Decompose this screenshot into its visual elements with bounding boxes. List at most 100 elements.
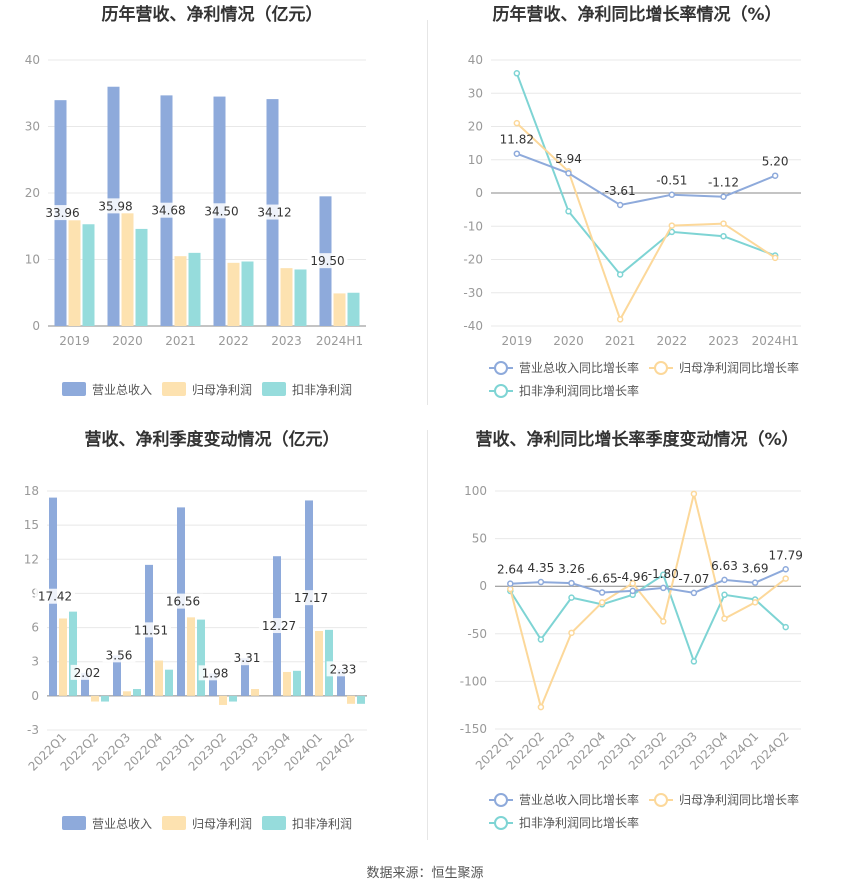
legend-label: 营业总收入同比增长率 xyxy=(519,360,639,375)
data-point xyxy=(616,201,624,209)
bar xyxy=(101,695,109,702)
data-point xyxy=(690,658,698,665)
y-tick-label: 0 xyxy=(475,186,483,200)
data-label: 2.02 xyxy=(74,666,101,680)
data-point xyxy=(629,580,636,587)
data-point xyxy=(660,584,667,592)
legend-label: 扣非净利润 xyxy=(292,817,352,831)
bar xyxy=(81,672,89,696)
bar xyxy=(133,689,141,696)
legend-swatch xyxy=(62,816,86,830)
data-label: -1.12 xyxy=(708,176,739,190)
data-point xyxy=(598,589,606,596)
y-tick-label: -50 xyxy=(467,627,487,641)
data-point xyxy=(721,576,728,584)
data-point xyxy=(771,254,779,262)
legend-swatch xyxy=(62,382,86,396)
bar xyxy=(293,670,301,696)
data-point xyxy=(565,208,572,215)
bar xyxy=(333,293,346,326)
data-label-bg xyxy=(35,588,75,604)
y-tick-label: -20 xyxy=(463,253,483,267)
vertical-divider xyxy=(427,430,428,840)
data-point xyxy=(660,618,667,625)
data-point xyxy=(513,119,521,127)
data-point xyxy=(751,579,759,586)
y-tick-label: 10 xyxy=(468,153,483,167)
chart-title: 历年营收、净利同比增长率情况（%） xyxy=(492,4,781,25)
legend-marker xyxy=(494,384,508,398)
y-tick-label: -100 xyxy=(460,674,487,688)
legend-swatch xyxy=(162,816,186,830)
bar xyxy=(187,617,195,696)
data-label: 3.31 xyxy=(234,651,261,665)
data-label: -1.80 xyxy=(648,567,679,581)
annual-growth-rate-line-chart: 历年营收、净利同比增长率情况（%） -40 -30 -20 -10 0 10 20 30 40 20… xyxy=(463,4,801,398)
data-point xyxy=(668,191,676,198)
bar xyxy=(91,695,99,702)
data-label-bg xyxy=(163,593,203,609)
bar xyxy=(347,695,355,704)
data-label-bg xyxy=(42,205,83,221)
legend-marker xyxy=(494,361,508,375)
y-tick-label: 12 xyxy=(24,552,39,566)
data-point xyxy=(720,193,727,200)
legend-label: 营业总收入同比增长率 xyxy=(519,792,639,807)
bar xyxy=(294,269,307,326)
series-line xyxy=(516,122,776,322)
series-line xyxy=(509,493,787,711)
y-tick-label: 40 xyxy=(468,53,483,67)
data-point xyxy=(568,629,575,637)
bar xyxy=(165,669,173,696)
quarterly-growth-rate-line-chart: 营收、净利同比增长率季度变动情况（%）-150-100-500501002022… xyxy=(460,429,803,830)
data-label: 12.27 xyxy=(262,619,296,633)
data-label-bg xyxy=(148,202,189,218)
data-point xyxy=(513,150,521,157)
bar xyxy=(227,262,240,326)
y-tick-label: -3 xyxy=(27,723,39,737)
legend-label: 扣非净利润同比增长率 xyxy=(519,383,639,398)
data-point xyxy=(690,589,698,597)
data-point xyxy=(568,594,575,601)
legend-marker xyxy=(654,793,668,807)
legend-marker xyxy=(654,361,668,375)
data-source-footer: 数据来源：恒生聚源 xyxy=(366,866,484,881)
bar xyxy=(209,673,217,696)
data-label: -3.61 xyxy=(605,184,636,198)
data-label: -7.07 xyxy=(678,572,709,586)
data-point xyxy=(629,587,636,595)
data-label: 5.94 xyxy=(555,152,582,166)
data-point xyxy=(690,490,698,498)
data-point xyxy=(720,220,727,227)
data-label: 2.33 xyxy=(330,662,357,676)
legend-label: 扣非净利润 xyxy=(292,383,352,397)
bar xyxy=(68,220,81,326)
data-label: 34.50 xyxy=(204,204,238,218)
bar xyxy=(251,689,259,696)
bar xyxy=(219,695,227,705)
y-tick-label: 0 xyxy=(479,579,487,593)
data-label-bg xyxy=(254,204,295,220)
data-point xyxy=(507,585,514,593)
data-label: 17.17 xyxy=(294,591,328,605)
data-label-bg xyxy=(230,650,264,666)
data-point xyxy=(668,222,676,229)
legend-label: 营业总收入 xyxy=(92,383,152,397)
bar xyxy=(82,224,95,326)
data-label: 34.68 xyxy=(151,204,185,218)
bar xyxy=(59,618,67,696)
bar xyxy=(347,292,360,326)
data-point xyxy=(537,703,545,711)
chart-title: 历年营收、净利情况（亿元） xyxy=(102,4,323,25)
data-label-bg xyxy=(198,665,232,681)
data-label: 11.82 xyxy=(500,133,534,147)
data-label-bg xyxy=(102,647,136,663)
data-label: 11.51 xyxy=(134,623,168,637)
data-point xyxy=(782,566,789,573)
data-point xyxy=(782,575,789,582)
legend-label: 扣非净利润同比增长率 xyxy=(519,815,639,830)
data-label: -6.65 xyxy=(587,572,618,586)
x-tick-label: 2023 xyxy=(271,334,302,348)
data-label-bg xyxy=(201,203,242,219)
data-label: -0.51 xyxy=(656,174,687,188)
